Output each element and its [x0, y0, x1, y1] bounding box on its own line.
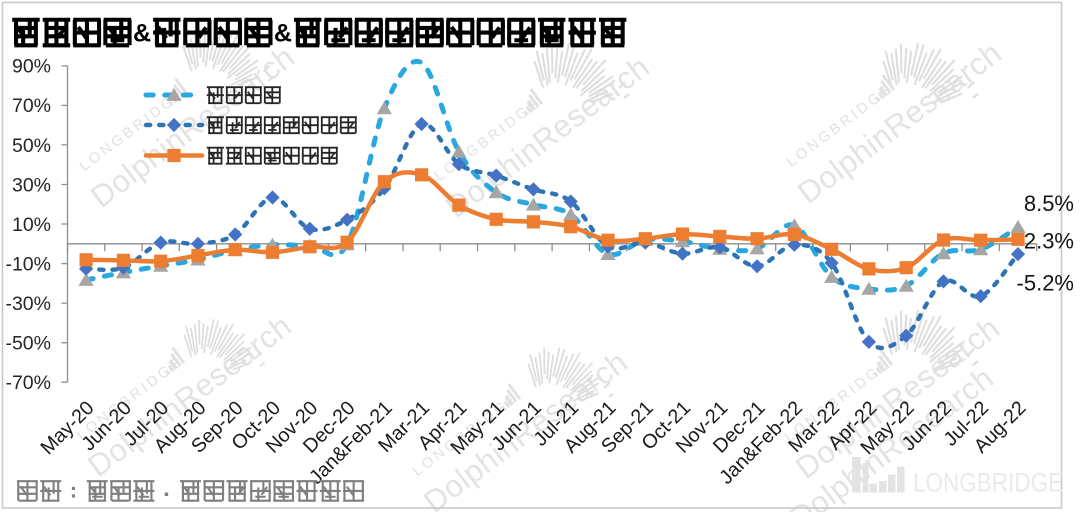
svg-text:-10%: -10%: [5, 253, 51, 275]
svg-text:10%: 10%: [12, 214, 51, 236]
svg-text:LONGBRIDGE: LONGBRIDGE: [913, 469, 1063, 498]
svg-text:-5.2%: -5.2%: [1017, 270, 1074, 295]
svg-text:90%: 90%: [12, 56, 51, 78]
svg-text:70%: 70%: [12, 95, 51, 117]
svg-text:-70%: -70%: [5, 372, 51, 394]
svg-text:-50%: -50%: [5, 333, 51, 355]
svg-text:2.3%: 2.3%: [1024, 229, 1074, 254]
svg-text:&: &: [274, 19, 292, 47]
svg-text:8.5%: 8.5%: [1024, 191, 1074, 216]
svg-text:-30%: -30%: [5, 293, 51, 315]
svg-text:30%: 30%: [12, 174, 51, 196]
svg-text:50%: 50%: [12, 135, 51, 157]
svg-text:&: &: [133, 19, 151, 47]
